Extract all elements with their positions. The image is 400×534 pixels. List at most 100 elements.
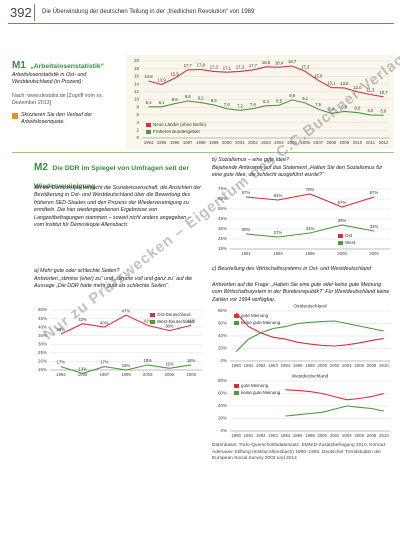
y-tick-label: 15% [218, 246, 227, 251]
x-tick-label: 2011 [366, 140, 376, 145]
x-tick-label: 2012 [379, 140, 389, 145]
value-label: 17,7 [184, 63, 193, 68]
x-tick-label: 2008 [326, 140, 336, 145]
x-tick-label: 2006 [354, 433, 364, 438]
y-tick-label: 20% [218, 346, 227, 351]
value-label: 31% [306, 226, 315, 231]
value-label: 64% [274, 193, 283, 198]
value-label: 15,0 [314, 73, 323, 78]
x-tick-label: 2003 [261, 140, 271, 145]
legend-label: keine gute Meinung [241, 320, 281, 325]
x-tick-label: 1995 [157, 140, 167, 145]
series-line [235, 320, 384, 352]
x-tick-label: 1990 [231, 433, 241, 438]
value-label: 6,4 [328, 106, 334, 111]
a-text: Antworten „stimme (eher) zu“ und „stimme… [34, 276, 193, 290]
y-tick-label: 8 [136, 104, 139, 109]
value-label: 36% [57, 327, 66, 332]
m2-title: Die DDR im Spiegel von Umfragen seit der… [34, 165, 190, 190]
value-label: 30% [242, 227, 251, 232]
value-label: 38% [165, 324, 174, 329]
value-label: 18% [144, 358, 153, 363]
value-label: 9,2 [198, 96, 204, 101]
value-label: 40% [100, 320, 109, 325]
m1-title: „Arbeitslosenstatistik“ [30, 63, 105, 70]
y-tick-label: 14 [134, 81, 140, 86]
page-number: 392 [10, 5, 32, 20]
series-line [60, 364, 192, 374]
value-label: 12,0 [353, 85, 362, 90]
value-label: 7,2 [237, 103, 243, 108]
value-label: 7,6 [250, 102, 256, 107]
y-tick-label: 20% [218, 416, 227, 421]
y-tick-label: 45% [218, 216, 227, 221]
value-label: 8,4 [263, 99, 269, 104]
m2-heading: M2 Die DDR im Spiegel von Umfragen seit … [34, 157, 204, 193]
x-tick-label: 2006 [300, 140, 310, 145]
y-tick-label: 20 [134, 58, 140, 63]
x-tick-label: 1998 [305, 433, 315, 438]
b-chart: 15% 25% 35% 45% 55% 65% 75% 1991 1994 1996 2000 200… [218, 186, 390, 256]
value-label: 13,0 [340, 81, 349, 86]
y-tick-label: 50% [38, 307, 47, 312]
series-line [285, 389, 384, 401]
value-label: 17,1 [223, 65, 232, 70]
x-tick-label: 2000 [337, 251, 347, 256]
value-label: 14,8 [144, 74, 153, 79]
value-label: 11,3 [366, 88, 375, 93]
y-tick-label: 55% [218, 206, 227, 211]
value-label: 13% [78, 367, 87, 372]
y-tick-label: 16 [134, 74, 140, 79]
value-label: 42% [78, 317, 87, 322]
value-label: 67% [370, 190, 379, 195]
y-tick-label: 6 [136, 112, 139, 117]
x-tick-label: 2010 [379, 363, 389, 368]
value-label: 10,7 [379, 90, 388, 95]
y-tick-label: 45% [38, 316, 47, 321]
value-label: 7,6 [224, 102, 230, 107]
x-tick-label: 2000 [222, 140, 232, 145]
x-tick-label: 1994 [56, 372, 66, 377]
x-tick-label: 2001 [235, 140, 245, 145]
value-label: 17,3 [210, 65, 219, 70]
value-label: 17% [100, 360, 109, 365]
y-tick-label: 20% [38, 359, 47, 364]
series-line [148, 65, 384, 98]
x-tick-label: 2008 [367, 363, 377, 368]
m1-task: Skizzieren Sie den Verlauf der Arbeitslo… [12, 112, 121, 127]
x-tick-label: 1992 [256, 363, 266, 368]
x-tick-label: 1991 [244, 433, 254, 438]
y-tick-label: 40% [38, 324, 47, 329]
series-line [285, 405, 384, 417]
x-tick-label: 2000 [318, 363, 328, 368]
y-tick-label: 80% [218, 308, 227, 313]
m1-source: Nach: www.destatis.de [Zugriff vom xx. D… [12, 93, 104, 107]
x-tick-label: 1996 [305, 251, 315, 256]
legend-label: Ost-Deutschland [157, 312, 191, 317]
footnote: Datenbasis: Trafo-Querschnittsdatensatz,… [212, 443, 387, 462]
value-label: 17,7 [249, 63, 258, 68]
x-tick-label: 2010 [379, 433, 389, 438]
panel-title: Ostdeutschland [293, 303, 327, 309]
x-tick-label: 1994 [281, 433, 291, 438]
y-tick-label: 80% [218, 378, 227, 383]
legend-swatch [234, 314, 239, 318]
value-label: 9,1 [302, 96, 308, 101]
x-tick-label: 1994 [281, 363, 291, 368]
legend-label: Ost [345, 233, 353, 238]
x-tick-label: 2009 [186, 372, 196, 377]
legend-swatch [150, 320, 155, 324]
x-tick-label: 2002 [330, 433, 340, 438]
value-label: 13,9 [158, 78, 167, 83]
value-label: 18,4 [275, 60, 284, 65]
x-tick-label: 2010 [353, 140, 363, 145]
x-tick-label: 1991 [241, 251, 251, 256]
legend-label: gute Meinung [241, 383, 269, 388]
section-rule [12, 152, 394, 153]
value-label: 33% [370, 224, 379, 229]
value-label: 15% [122, 363, 131, 368]
value-label: 9,6 [185, 94, 191, 99]
y-tick-label: 75% [218, 186, 227, 191]
value-label: 27% [274, 230, 283, 235]
